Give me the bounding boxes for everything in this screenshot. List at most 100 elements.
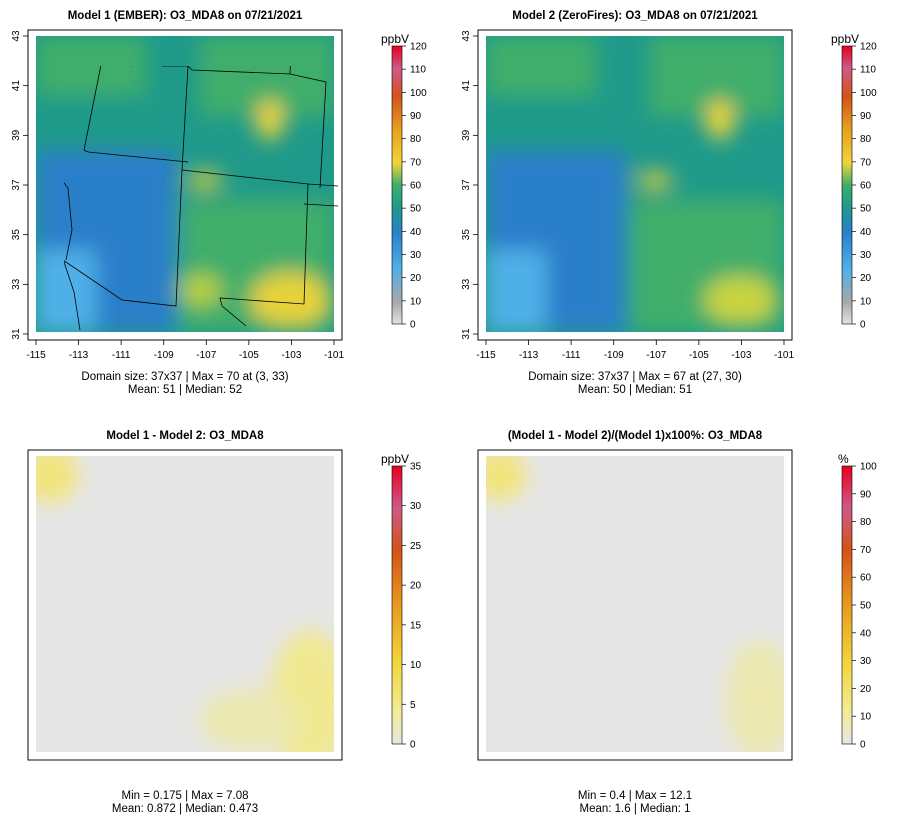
- panel-percent-difference: (Model 1 - Model 2)/(Model 1)x100%: O3_M…: [477, 430, 877, 815]
- stats-line-2: Mean: 50 | Median: 51: [578, 384, 692, 396]
- colorbar-unit: ppbV: [381, 452, 409, 466]
- colorbar-tick-label: 20: [860, 273, 872, 284]
- lon-tick-label: -103: [281, 350, 301, 361]
- lon-tick-label: -107: [196, 350, 216, 361]
- colorbar-unit: %: [838, 452, 849, 466]
- panel-title: Model 1 - Model 2: O3_MDA8: [106, 430, 264, 442]
- colorbar-tick-label: 30: [410, 501, 422, 512]
- stats-line-1: Domain size: 37x37 | Max = 67 at (27, 30…: [528, 371, 742, 383]
- colorbar-tick-label: 50: [410, 204, 422, 215]
- ozone-field: [486, 36, 784, 332]
- colorbar-tick-label: 100: [410, 88, 427, 99]
- lat-tick-label: 31: [461, 328, 472, 340]
- colorbar-tick-label: 60: [860, 573, 872, 584]
- stats-line-2: Mean: 1.6 | Median: 1: [579, 803, 690, 815]
- lon-tick-label: -111: [112, 350, 131, 361]
- lon-tick-label: -101: [324, 350, 344, 361]
- lat-tick-label: 43: [461, 30, 472, 42]
- colorbar-unit: ppbV: [831, 32, 859, 46]
- difference-field: [36, 456, 334, 752]
- colorbar-tick-label: 10: [860, 712, 872, 723]
- colorbar-tick-label: 0: [860, 740, 866, 751]
- panel-title: Model 2 (ZeroFires): O3_MDA8 on 07/21/20…: [512, 10, 758, 22]
- lat-tick-label: 43: [11, 30, 22, 42]
- axes: -115 -113 -111 -109 -107 -105 -103 -101 31 33 35 37…: [461, 30, 794, 361]
- colorbar-tick-label: 120: [860, 42, 877, 53]
- colorbar-tick-label: 90: [860, 111, 872, 122]
- colorbar-tick-label: 10: [860, 296, 872, 307]
- colorbar-tick-label: 30: [860, 250, 872, 261]
- colorbar-tick-label: 90: [860, 489, 872, 500]
- panel-title: Model 1 (EMBER): O3_MDA8 on 07/21/2021: [68, 10, 303, 22]
- colorbar-tick-label: 10: [410, 296, 422, 307]
- lat-tick-label: 41: [11, 80, 22, 92]
- colorbar-tick-label: 100: [860, 462, 877, 473]
- colorbar-tick-label: 25: [410, 541, 422, 552]
- colorbar: ppbV 0 10 20 30 40 50 60 70 80 90 100 110 120: [381, 32, 427, 331]
- colorbar-tick-label: 110: [860, 65, 876, 76]
- panel-model2: Model 2 (ZeroFires): O3_MDA8 on 07/21/20…: [461, 10, 877, 396]
- colorbar-tick-label: 30: [860, 656, 872, 667]
- lon-tick-label: -115: [26, 350, 46, 361]
- lat-tick-label: 41: [461, 80, 472, 92]
- colorbar-tick-label: 30: [410, 250, 422, 261]
- lon-tick-label: -105: [239, 350, 259, 361]
- colorbar: % 0 10 20 30 40 50 60 70 80 90 100: [838, 452, 877, 751]
- stats-line-1: Domain size: 37x37 | Max = 70 at (3, 33): [81, 371, 288, 383]
- stats-line-2: Mean: 51 | Median: 52: [128, 384, 242, 396]
- colorbar-tick-label: 10: [410, 660, 422, 671]
- lat-tick-label: 33: [461, 278, 472, 290]
- colorbar-tick-label: 40: [860, 227, 872, 238]
- colorbar-tick-label: 100: [860, 88, 877, 99]
- colorbar-tick-label: 50: [860, 204, 872, 215]
- lon-tick-label: -101: [774, 350, 794, 361]
- lat-tick-label: 39: [461, 129, 472, 141]
- lat-tick-label: 39: [11, 129, 22, 141]
- ozone-field: [36, 36, 334, 332]
- colorbar-tick-label: 5: [410, 700, 416, 711]
- lon-tick-label: -115: [476, 350, 496, 361]
- colorbar-tick-label: 80: [860, 517, 872, 528]
- colorbar-tick-label: 90: [410, 111, 422, 122]
- colorbar-tick-label: 40: [860, 628, 872, 639]
- lat-tick-label: 33: [11, 278, 22, 290]
- axes: -115 -113 -111 -109 -107 -105 -103 -101 31 33 35 37…: [11, 30, 344, 361]
- colorbar: ppbV 0 5 10 15 20 25 30 35: [381, 452, 422, 751]
- colorbar-tick-label: 70: [860, 157, 872, 168]
- colorbar-tick-label: 20: [410, 581, 422, 592]
- colorbar-tick-label: 15: [410, 620, 422, 631]
- colorbar-tick-label: 50: [860, 601, 872, 612]
- colorbar-tick-label: 20: [860, 684, 872, 695]
- lat-tick-label: 35: [11, 229, 22, 241]
- colorbar-tick-label: 60: [410, 181, 422, 192]
- stats-line-1: Min = 0.175 | Max = 7.08: [121, 790, 248, 802]
- lon-tick-label: -111: [562, 350, 581, 361]
- colorbar-tick-label: 80: [410, 134, 422, 145]
- lon-tick-label: -113: [69, 350, 89, 361]
- panel-model1: Model 1 (EMBER): O3_MDA8 on 07/21/2021 -…: [11, 10, 427, 396]
- lon-tick-label: -103: [731, 350, 751, 361]
- colorbar-tick-label: 80: [860, 134, 872, 145]
- colorbar-tick-label: 40: [410, 227, 422, 238]
- colorbar-tick-label: 120: [410, 42, 427, 53]
- lat-tick-label: 37: [461, 179, 472, 191]
- panel-difference: Model 1 - Model 2: O3_MDA8 ppbV 0 5 10 15 20…: [27, 430, 422, 815]
- colorbar-tick-label: 35: [410, 462, 422, 473]
- lon-tick-label: -109: [604, 350, 624, 361]
- colorbar-tick-label: 60: [860, 181, 872, 192]
- lon-tick-label: -109: [154, 350, 174, 361]
- colorbar-unit: ppbV: [381, 32, 409, 46]
- colorbar: ppbV 0 10 20 30 40 50 60 70 80 90 100 110 120: [831, 32, 877, 331]
- lat-tick-label: 31: [11, 328, 22, 340]
- percent-field: [486, 456, 784, 752]
- lat-tick-label: 37: [11, 179, 22, 191]
- colorbar-tick-label: 110: [410, 65, 426, 76]
- colorbar-tick-label: 0: [860, 320, 866, 331]
- lon-tick-label: -107: [646, 350, 666, 361]
- colorbar-tick-label: 0: [410, 320, 416, 331]
- lon-tick-label: -113: [519, 350, 539, 361]
- colorbar-tick-label: 70: [410, 157, 422, 168]
- colorbar-tick-label: 70: [860, 545, 872, 556]
- stats-line-1: Min = 0.4 | Max = 12.1: [578, 790, 692, 802]
